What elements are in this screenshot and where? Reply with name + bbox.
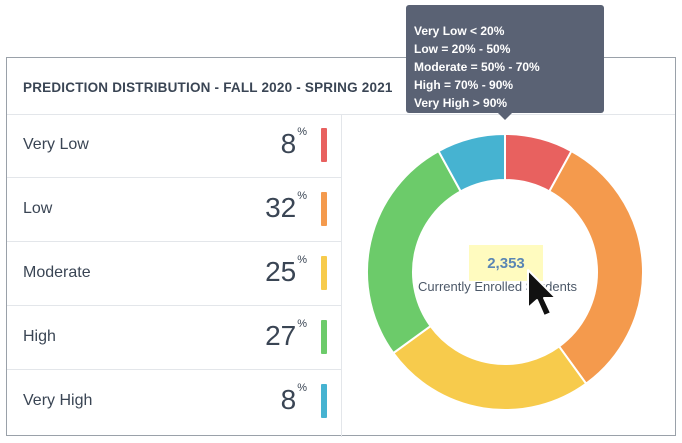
category-color-bar (321, 192, 327, 226)
category-label: Low (23, 200, 53, 217)
category-color-bar (321, 320, 327, 354)
category-percent: 27% (265, 318, 307, 351)
donut-segment-moderate[interactable] (391, 324, 588, 411)
card-title: PREDICTION DISTRIBUTION - FALL 2020 - SP… (23, 80, 393, 95)
category-percent: 32% (265, 190, 307, 223)
category-label: Very Low (23, 136, 89, 153)
category-label: Very High (23, 392, 93, 409)
category-row-moderate[interactable]: Moderate 25% (7, 242, 341, 306)
category-row-very-high[interactable]: Very High 8% (7, 370, 341, 434)
donut-segment-very-high[interactable] (437, 132, 506, 193)
donut-segment-low[interactable] (547, 149, 644, 386)
tooltip-line: Low = 20% - 50% (414, 42, 511, 56)
tooltip-arrow (498, 113, 512, 120)
category-label: High (23, 328, 56, 345)
category-percent: 25% (265, 254, 307, 287)
category-row-low[interactable]: Low 32% (7, 178, 341, 242)
donut-chart (366, 132, 644, 411)
category-list: Very Low 8% Low 32% Moderate 25% High 27… (7, 114, 342, 437)
mouse-pointer-icon (527, 269, 557, 317)
category-percent: 8% (280, 126, 307, 159)
category-row-very-low[interactable]: Very Low 8% (7, 114, 341, 178)
tooltip-line: Very High > 90% (414, 96, 508, 110)
donut-segment-high[interactable] (366, 149, 463, 355)
category-color-bar (321, 128, 327, 162)
tooltip-line: Moderate = 50% - 70% (414, 60, 540, 74)
category-color-bar (321, 384, 327, 418)
tooltip-line: High = 70% - 90% (414, 78, 514, 92)
category-row-high[interactable]: High 27% (7, 306, 341, 370)
category-label: Moderate (23, 264, 91, 281)
prediction-distribution-card: PREDICTION DISTRIBUTION - FALL 2020 - SP… (6, 57, 676, 437)
category-color-bar (321, 256, 327, 290)
category-percent: 8% (280, 382, 307, 415)
tooltip-line: Very Low < 20% (414, 24, 505, 38)
risk-range-tooltip: Very Low < 20% Low = 20% - 50% Moderate … (406, 5, 604, 120)
